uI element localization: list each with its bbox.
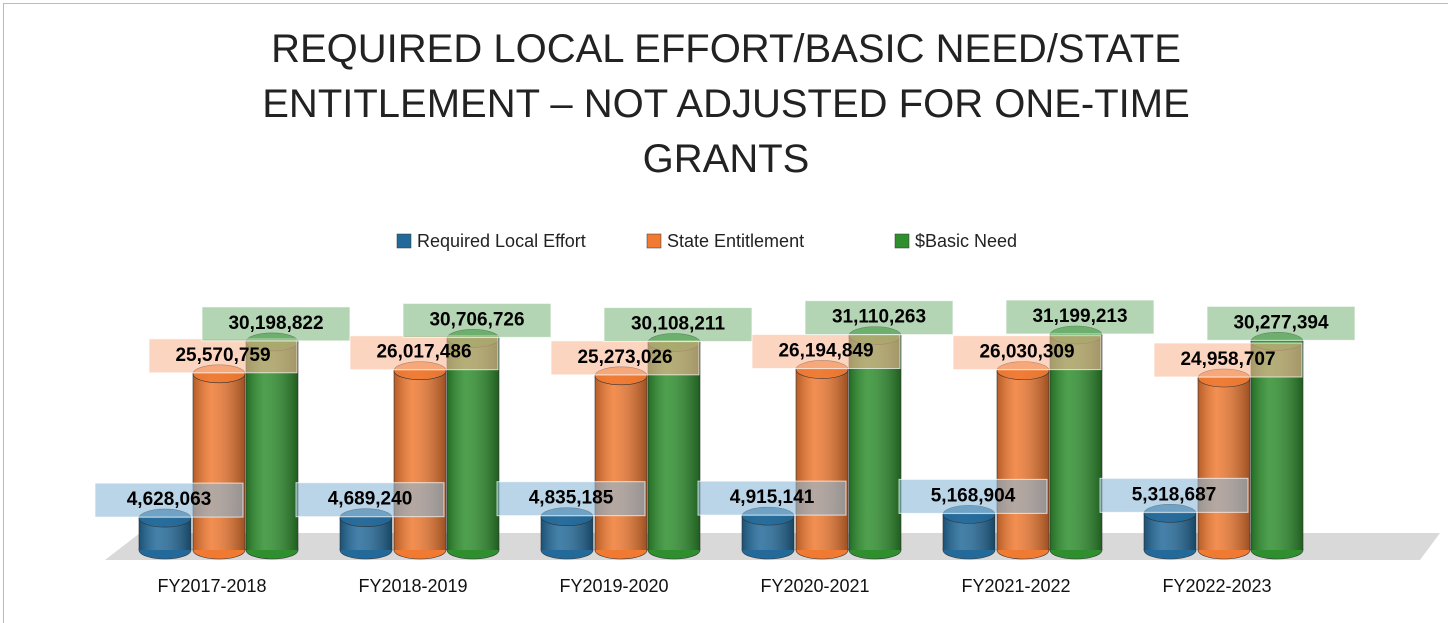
cylinder-outline xyxy=(996,370,1050,550)
cylinder-outline xyxy=(942,514,996,550)
data-label-box xyxy=(550,340,700,376)
cylinder-shade xyxy=(849,335,901,550)
data-label: 30,706,726 xyxy=(429,309,524,330)
data-label: 30,277,394 xyxy=(1233,312,1329,333)
cylinder-outline xyxy=(138,518,192,550)
data-label: 4,915,141 xyxy=(730,487,815,508)
cylinder-outline xyxy=(795,369,849,550)
data-label-box xyxy=(148,338,298,374)
cylinder-shade xyxy=(796,369,848,550)
legend-label: Required Local Effort xyxy=(417,231,586,251)
data-label: 5,168,904 xyxy=(931,485,1016,506)
cylinder-outline xyxy=(192,373,246,550)
cylinder-outline xyxy=(848,335,902,550)
data-label: 26,017,486 xyxy=(376,342,471,363)
data-label: 4,689,240 xyxy=(328,489,413,510)
cylinder-outline xyxy=(594,375,648,550)
data-label: 4,835,185 xyxy=(529,488,614,509)
data-label: 31,110,263 xyxy=(832,307,926,328)
cylinder-outline xyxy=(540,516,594,550)
cylinder-shade xyxy=(595,375,647,550)
x-tick-label: FY2019-2020 xyxy=(559,576,668,596)
data-label-box xyxy=(201,306,351,342)
cylinder-outline xyxy=(1049,335,1103,550)
cylinder-shade xyxy=(394,370,446,550)
data-label: 4,628,063 xyxy=(127,489,212,510)
legend-swatch xyxy=(894,233,910,249)
frame xyxy=(3,3,1448,623)
data-label: 24,958,707 xyxy=(1180,349,1275,370)
data-label-box xyxy=(697,480,847,516)
data-label-box xyxy=(1153,342,1303,378)
x-tick-label: FY2018-2019 xyxy=(358,576,467,596)
data-label: 25,273,026 xyxy=(577,347,672,368)
data-label: 30,108,211 xyxy=(631,314,725,335)
cylinder-shade xyxy=(1050,335,1102,550)
legend-swatch xyxy=(396,233,412,249)
cylinder-outline xyxy=(339,517,393,550)
cylinder-shade xyxy=(246,341,298,550)
data-label-box xyxy=(1206,305,1356,341)
data-label-box xyxy=(94,482,244,518)
x-tick-label: FY2017-2018 xyxy=(157,576,266,596)
cylinder-shade xyxy=(648,342,700,550)
x-tick-label: FY2021-2022 xyxy=(961,576,1070,596)
data-label: 30,198,822 xyxy=(228,313,323,334)
data-label-box xyxy=(898,478,1048,514)
data-label: 26,194,849 xyxy=(778,341,873,362)
data-label-box xyxy=(402,302,552,338)
cylinder-outline xyxy=(1197,378,1251,550)
data-label: 26,030,309 xyxy=(979,342,1074,363)
cylinder-outline xyxy=(393,370,447,550)
legend-swatch xyxy=(646,233,662,249)
data-label-box xyxy=(496,481,646,517)
data-label-box xyxy=(952,335,1102,371)
cylinder-shade xyxy=(193,373,245,550)
x-tick-label: FY2022-2023 xyxy=(1162,576,1271,596)
cylinder-outline xyxy=(741,516,795,550)
legend-label: $Basic Need xyxy=(915,231,1017,251)
data-label-box xyxy=(1005,299,1155,335)
data-label-box xyxy=(603,307,753,343)
data-label-box xyxy=(1099,477,1249,513)
data-label-box xyxy=(804,300,954,336)
chart-title: REQUIRED LOCAL EFFORT/BASIC NEED/STATE E… xyxy=(262,27,1190,181)
cylinder-shade xyxy=(1198,378,1250,550)
cylinder-shade xyxy=(447,338,499,550)
x-tick-label: FY2020-2021 xyxy=(760,576,869,596)
data-label: 25,570,759 xyxy=(175,345,270,366)
data-label-box xyxy=(751,333,901,369)
cylinder-shade xyxy=(997,370,1049,550)
cylinder-outline xyxy=(1143,513,1197,550)
data-label: 31,199,213 xyxy=(1032,306,1127,327)
legend-label: State Entitlement xyxy=(667,231,804,251)
data-label: 5,318,687 xyxy=(1132,484,1217,505)
data-label-box xyxy=(349,335,499,371)
data-label-box xyxy=(295,482,445,518)
